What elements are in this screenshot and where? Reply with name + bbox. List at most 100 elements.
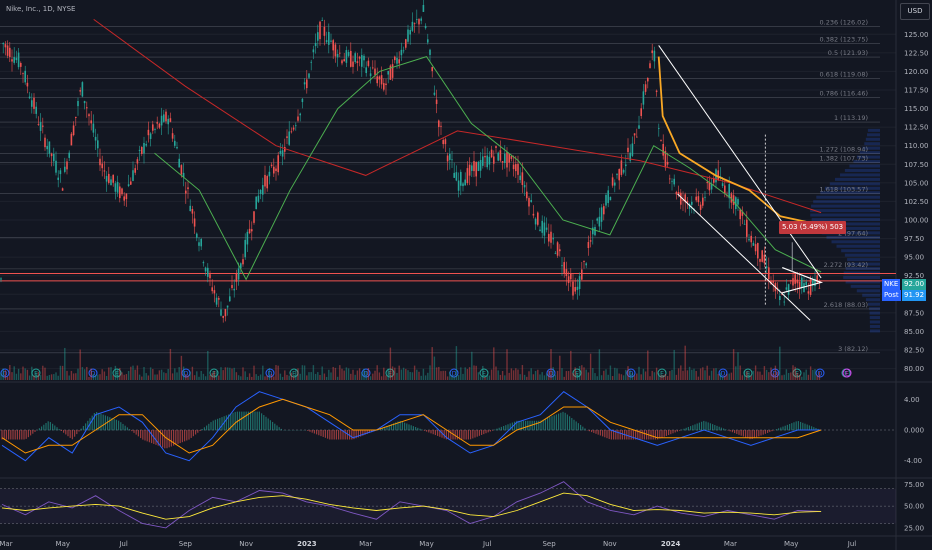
candle-body bbox=[72, 125, 75, 136]
macd-histogram-bar bbox=[142, 430, 144, 440]
volume-bar bbox=[48, 375, 51, 380]
macd-histogram-bar bbox=[16, 430, 18, 440]
candle-body bbox=[807, 291, 810, 294]
macd-histogram-bar bbox=[683, 428, 685, 431]
price-tick-label: 82.50 bbox=[904, 347, 924, 355]
candle-body bbox=[805, 281, 807, 285]
volume-bar bbox=[383, 367, 385, 380]
macd-histogram-bar bbox=[782, 426, 784, 431]
candle-body bbox=[339, 52, 341, 54]
volume-bar bbox=[572, 373, 574, 380]
macd-histogram-bar bbox=[472, 430, 474, 439]
macd-histogram-bar bbox=[595, 430, 597, 434]
fib-level-label: 2.272 (93.42) bbox=[824, 261, 868, 269]
candle-body bbox=[378, 76, 381, 80]
candle-body bbox=[169, 118, 172, 122]
macd-histogram-bar bbox=[643, 430, 645, 440]
macd-histogram-bar bbox=[390, 424, 392, 431]
volume-bar bbox=[145, 373, 147, 380]
candle-body bbox=[501, 161, 504, 163]
volume-profile-bar bbox=[865, 137, 880, 141]
candle-body bbox=[528, 198, 530, 207]
volume-bar bbox=[352, 369, 354, 380]
candle-body bbox=[653, 50, 656, 62]
volume-bar bbox=[101, 369, 103, 380]
volume-bar bbox=[125, 374, 128, 380]
volume-bar bbox=[482, 365, 484, 380]
candle-body bbox=[55, 160, 57, 173]
candle-body bbox=[484, 156, 486, 158]
event-marker-label: E bbox=[212, 371, 216, 378]
macd-histogram-bar bbox=[118, 420, 120, 431]
volume-bar bbox=[748, 372, 750, 380]
macd-histogram-bar bbox=[144, 430, 146, 441]
macd-histogram-bar bbox=[225, 415, 227, 431]
candle-body bbox=[268, 171, 271, 177]
volume-profile-bar bbox=[829, 182, 880, 186]
candle-body bbox=[376, 76, 378, 84]
volume-bar bbox=[97, 374, 99, 380]
volume-bar bbox=[598, 349, 601, 380]
macd-histogram-bar bbox=[707, 422, 709, 431]
volume-bar bbox=[724, 375, 726, 380]
candle-body bbox=[387, 71, 389, 75]
volume-bar bbox=[112, 375, 114, 380]
fib-level-label: 0.5 (121.93) bbox=[828, 49, 868, 57]
volume-bar bbox=[680, 365, 682, 380]
price-tick-label: 80.00 bbox=[904, 365, 924, 373]
macd-histogram-bar bbox=[467, 430, 469, 440]
candle-body bbox=[328, 31, 330, 45]
volume-bar bbox=[297, 368, 299, 380]
candle-body bbox=[138, 149, 141, 151]
volume-bar bbox=[387, 368, 389, 380]
macd-histogram-bar bbox=[111, 418, 113, 431]
event-marker-label: E bbox=[575, 371, 579, 378]
volume-bar bbox=[695, 371, 697, 380]
macd-histogram-bar bbox=[527, 420, 529, 431]
volume-bar bbox=[141, 376, 143, 380]
macd-histogram-bar bbox=[496, 428, 498, 431]
macd-histogram-bar bbox=[749, 430, 751, 440]
volume-profile-bar bbox=[814, 222, 880, 226]
candle-body bbox=[493, 156, 495, 164]
dividend-event-marker bbox=[88, 368, 98, 378]
candle-body bbox=[462, 183, 464, 187]
volume-profile-bar bbox=[853, 160, 880, 164]
candle-body bbox=[13, 57, 15, 63]
volume-bar bbox=[581, 365, 583, 380]
macd-histogram-bar bbox=[676, 430, 678, 432]
macd-histogram-bar bbox=[705, 421, 707, 431]
macd-histogram-bar bbox=[558, 413, 560, 431]
macd-histogram-bar bbox=[52, 423, 54, 431]
candle-body bbox=[200, 238, 202, 247]
volume-bar bbox=[563, 376, 565, 380]
macd-histogram-bar bbox=[386, 425, 388, 431]
trendline bbox=[677, 193, 811, 321]
volume-bar bbox=[189, 371, 191, 380]
macd-histogram-bar bbox=[38, 428, 40, 431]
macd-histogram-bar bbox=[23, 430, 25, 440]
macd-histogram-bar bbox=[188, 430, 190, 440]
candle-body bbox=[330, 40, 332, 42]
volume-bar bbox=[594, 373, 596, 380]
volume-bar bbox=[814, 368, 816, 380]
macd-histogram-bar bbox=[69, 430, 71, 438]
volume-bar bbox=[686, 370, 689, 380]
volume-bar bbox=[244, 371, 246, 380]
candle-body bbox=[178, 158, 180, 168]
dividend-event-marker bbox=[546, 368, 556, 378]
volume-profile-bar bbox=[817, 226, 880, 230]
currency-button[interactable]: USD bbox=[900, 3, 930, 20]
candle-body bbox=[259, 189, 262, 194]
macd-histogram-bar bbox=[492, 430, 494, 431]
macd-histogram-bar bbox=[338, 430, 340, 440]
macd-histogram-bar bbox=[346, 430, 348, 440]
volume-bar bbox=[578, 365, 581, 380]
volume-bar bbox=[308, 372, 310, 380]
volume-bar bbox=[92, 373, 95, 380]
volume-bar bbox=[532, 374, 535, 380]
macd-histogram-bar bbox=[280, 428, 282, 431]
candle-body bbox=[321, 20, 323, 21]
candle-body bbox=[99, 158, 101, 166]
